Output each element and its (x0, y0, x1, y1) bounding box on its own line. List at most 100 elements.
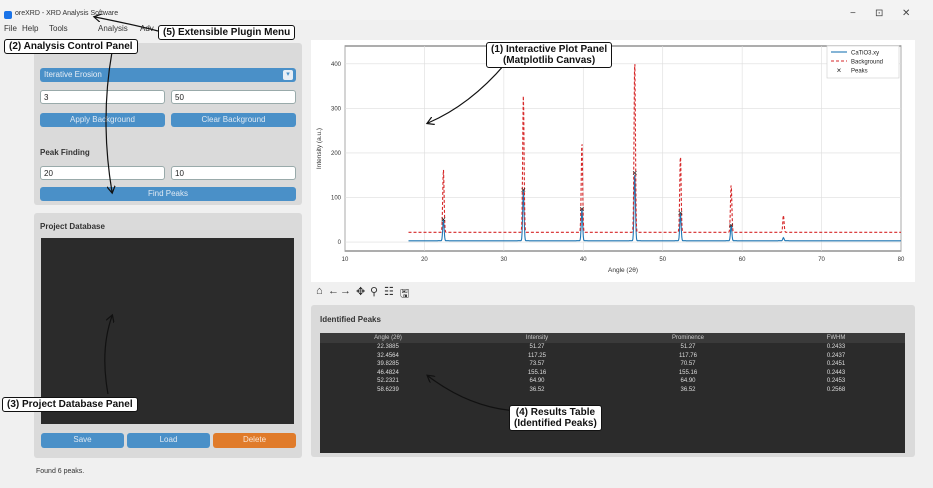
forward-icon[interactable]: → (340, 285, 351, 297)
table-cell: 0.2443 (826, 369, 846, 376)
plot-panel-callout: (1) Interactive Plot Panel (Matplotlib C… (486, 42, 613, 68)
plot-frame (344, 45, 902, 252)
table-cell: 117.76 (679, 352, 697, 359)
column-header[interactable]: Angle (2θ) (374, 335, 402, 341)
plot-canvas[interactable]: 10 20 30 40 50 60 70 80 0 100 200 300 400 Angle (2θ) I… (311, 40, 915, 282)
column-header[interactable]: Prominence (671, 335, 705, 341)
table-cell: 70.57 (680, 361, 696, 368)
table-cell: 22.3885 (377, 344, 399, 350)
plot-callout-line1: (1) Interactive Plot Panel (491, 44, 608, 55)
table-cell: 36.52 (680, 387, 696, 393)
clear-background-button[interactable]: Clear Background (171, 113, 296, 127)
peak-param1-input[interactable]: 20 (40, 166, 165, 180)
column-header[interactable]: FWHM (826, 335, 846, 341)
menu-file[interactable]: File (4, 24, 17, 33)
peak-marker: × (521, 185, 526, 195)
peak-marker: × (632, 168, 637, 178)
x-tick-label: 30 (501, 257, 508, 263)
home-icon[interactable]: ⌂ (316, 285, 323, 297)
results-table[interactable] (320, 333, 905, 453)
peak-param2-input[interactable]: 10 (171, 166, 296, 180)
control-panel-callout: (2) Analysis Control Panel (4, 39, 138, 54)
bg-param2-input[interactable]: 50 (171, 90, 296, 104)
x-tick-label: 50 (659, 257, 666, 263)
close-button[interactable]: ✕ (902, 8, 911, 19)
app-icon (4, 11, 12, 19)
legend-marker: × (837, 66, 842, 75)
find-peaks-button[interactable]: Find Peaks (40, 187, 296, 201)
y-axis-label: Intensity (a.u.) (316, 128, 323, 169)
save-button[interactable]: Save (41, 433, 124, 448)
menu-help[interactable]: Help (22, 24, 39, 33)
table-cell: 64.90 (680, 378, 696, 385)
minimize-button[interactable]: − (850, 8, 856, 19)
table-cell: 0.2453 (826, 378, 846, 385)
menu-adv[interactable]: Adv (140, 24, 154, 33)
table-cell: 64.90 (529, 378, 545, 385)
save-figure-icon[interactable]: 🖫 (400, 288, 410, 300)
y-tick-label: 100 (331, 196, 342, 202)
peak-marker: × (441, 214, 446, 224)
project-database-list[interactable] (41, 238, 294, 424)
chevron-down-icon: ▾ (283, 70, 293, 80)
legend-label: Background (851, 60, 883, 66)
x-tick-label: 40 (580, 257, 587, 263)
legend-box (826, 45, 900, 79)
table-callout-line2: (Identified Peaks) (514, 418, 597, 429)
peak-finding-title: Peak Finding (40, 148, 90, 157)
window-title: oreXRD - XRD Analysis Software (15, 10, 119, 17)
table-cell: 46.4824 (377, 369, 399, 376)
table-cell: 0.2433 (826, 344, 846, 350)
status-bar-text: Found 6 peaks. (36, 468, 85, 475)
legend-label: CaTiO3.xy (851, 51, 879, 57)
y-tick-label: 400 (331, 62, 342, 68)
zoom-icon[interactable]: ⚲ (370, 286, 379, 298)
x-tick-label: 80 (898, 257, 905, 263)
table-cell: 51.27 (680, 344, 696, 350)
table-cell: 39.8285 (377, 361, 399, 368)
load-button[interactable]: Load (127, 433, 210, 448)
bg-param1-input[interactable]: 3 (40, 90, 165, 104)
table-cell: 73.57 (529, 361, 545, 368)
menu-analysis[interactable]: Analysis (98, 24, 128, 33)
series-line-0 (408, 174, 901, 242)
database-panel-callout: (3) Project Database Panel (2, 397, 138, 412)
plugin-menu-callout: (5) Extensible Plugin Menu (158, 25, 296, 40)
x-tick-label: 10 (342, 257, 349, 263)
table-cell: 155.16 (678, 369, 698, 376)
project-database-title: Project Database (40, 222, 105, 231)
y-tick-label: 300 (331, 106, 342, 112)
table-callout-line1: (4) Results Table (515, 407, 596, 418)
x-tick-label: 60 (739, 257, 746, 263)
peak-marker: × (729, 221, 734, 231)
x-axis-label: Angle (2θ) (608, 267, 638, 274)
table-cell: 0.2568 (826, 387, 846, 393)
background-method-select[interactable]: Iterative Erosion ▾ (40, 68, 296, 82)
x-tick-label: 20 (421, 257, 428, 263)
table-cell: 32.4564 (377, 352, 399, 359)
db-scrollbar[interactable] (289, 241, 293, 421)
results-table-callout: (4) Results Table (Identified Peaks) (509, 405, 602, 431)
maximize-button[interactable]: ⊡ (875, 8, 884, 19)
x-tick-label: 70 (818, 257, 825, 263)
delete-button[interactable]: Delete (213, 433, 296, 448)
menu-tools[interactable]: Tools (49, 24, 68, 33)
table-header (320, 333, 905, 343)
configure-subplots-icon[interactable]: ☷ (384, 286, 394, 298)
y-tick-label: 200 (331, 151, 342, 157)
table-cell: 0.2437 (826, 352, 846, 359)
plot-toolbar: ⌂ ← → ✥ ⚲ ☷ 🖫 (316, 285, 456, 300)
column-header[interactable]: Intensity (525, 335, 549, 341)
pan-icon[interactable]: ✥ (356, 286, 366, 298)
apply-background-button[interactable]: Apply Background (40, 113, 165, 127)
back-icon[interactable]: ← (328, 285, 339, 297)
table-cell: 51.27 (529, 344, 545, 350)
peak-marker: × (678, 208, 683, 218)
table-cell: 52.2321 (377, 378, 399, 385)
table-cell: 36.52 (529, 387, 545, 393)
plot-callout-line2: (Matplotlib Canvas) (502, 55, 596, 66)
legend-label: Peaks (851, 69, 868, 75)
series-line-1 (408, 64, 901, 233)
table-cell: 0.2451 (826, 361, 846, 368)
xrd-chart[interactable]: 10 20 30 40 50 60 70 80 0 100 200 300 400 Angle (2θ) I… (311, 40, 915, 282)
